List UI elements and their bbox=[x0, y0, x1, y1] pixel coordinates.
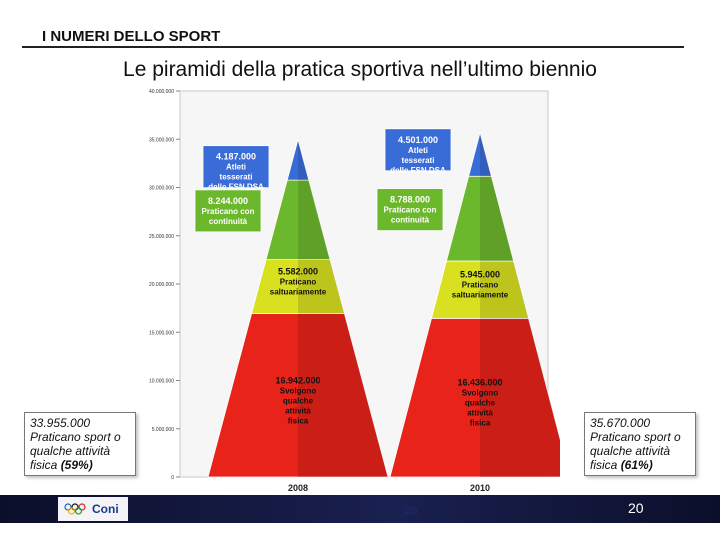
y-tick-label: 25.000.000 bbox=[149, 234, 174, 240]
layer-label-2008-svolgono-qualche-attivit-fisica: fisica bbox=[288, 416, 309, 425]
page-number: 20 bbox=[628, 500, 644, 516]
total-value-2008: 33.955.000 bbox=[30, 416, 91, 430]
layer-label-2008-praticano-saltuariamente: saltuariamente bbox=[270, 288, 327, 297]
pyramid-2010-praticano-con-continuit-shade bbox=[480, 176, 514, 262]
logo-text: Coni bbox=[92, 502, 119, 516]
total-callout-2008: 33.955.000 Praticano sport o qualche att… bbox=[24, 412, 136, 476]
pyramid-chart: 0 5.000.000 10.000.000 15.000.000 20.000.000… bbox=[149, 89, 560, 493]
layer-label-2008-praticano-saltuariamente: Praticano bbox=[280, 278, 317, 287]
y-tick-label: 10.000.000 bbox=[149, 379, 174, 385]
value-label-2010-praticano-con-continuit: 8.788.000 bbox=[390, 195, 430, 205]
y-tick-label: 30.000.000 bbox=[149, 186, 174, 192]
title-divider bbox=[22, 46, 684, 48]
layer-label-2008-svolgono-qualche-attivit-fisica: Svolgono bbox=[280, 386, 317, 395]
total-text-2010: Praticano sport o qualche attività fisic… bbox=[590, 430, 681, 472]
layer-label-2010-svolgono-qualche-attivit-fisica: attività bbox=[467, 409, 493, 418]
total-pct-2010: (61%) bbox=[620, 458, 653, 472]
page-title: Le piramidi della pratica sportiva nell’… bbox=[123, 58, 597, 81]
layer-label-2010-atleti-tesserati-delle-fsn-dsa: delle FSN DSA bbox=[390, 166, 446, 175]
total-callout-2010: 35.670.000 Praticano sport o qualche att… bbox=[584, 412, 696, 476]
y-tick-label: 5.000.000 bbox=[152, 427, 174, 433]
pyramid-2008-praticano-con-continuit-shade bbox=[298, 180, 331, 260]
layer-label-2010-atleti-tesserati-delle-fsn-dsa: Atleti bbox=[408, 146, 428, 155]
value-label-2008-praticano-con-continuit: 8.244.000 bbox=[208, 196, 248, 206]
y-tick-label: 40.000.000 bbox=[149, 89, 174, 95]
page-number-shadow: 20 bbox=[405, 505, 418, 517]
layer-label-2010-svolgono-qualche-attivit-fisica: qualche bbox=[465, 399, 496, 408]
x-tick-label-2008: 2008 bbox=[288, 483, 308, 493]
total-value-2010: 35.670.000 bbox=[590, 416, 651, 430]
pyramid-2008-praticano-saltuariamente-shade bbox=[298, 259, 345, 314]
total-pct-2008: (59%) bbox=[60, 458, 93, 472]
pyramid-2010-atleti-tesserati-delle-fsn-dsa bbox=[468, 131, 492, 177]
value-label-2010-praticano-saltuariamente: 5.945.000 bbox=[460, 270, 500, 280]
layer-label-2010-svolgono-qualche-attivit-fisica: Svolgono bbox=[462, 389, 499, 398]
value-label-2008-atleti-tesserati-delle-fsn-dsa: 4.187.000 bbox=[216, 152, 256, 162]
pyramid-2010-praticano-saltuariamente-shade bbox=[480, 261, 529, 319]
total-text-2008: Praticano sport o qualche attività fisic… bbox=[30, 430, 121, 472]
pyramid-2010-atleti-tesserati-delle-fsn-dsa-shade bbox=[480, 132, 492, 177]
layer-label-2010-praticano-con-continuit: continuità bbox=[391, 216, 430, 225]
pyramid-2008-svolgono-qualche-attivit-fisica-shade bbox=[298, 313, 388, 477]
y-tick-label: 20.000.000 bbox=[149, 282, 174, 288]
label-box-2008-atleti-tesserati-delle-fsn-dsa bbox=[202, 145, 270, 189]
layer-label-2008-atleti-tesserati-delle-fsn-dsa: Atleti bbox=[226, 163, 246, 172]
layer-label-2008-atleti-tesserati-delle-fsn-dsa: delle FSN DSA bbox=[208, 183, 264, 192]
value-label-2010-svolgono-qualche-attivit-fisica: 16.436.000 bbox=[457, 378, 502, 388]
y-tick-label: 35.000.000 bbox=[149, 137, 174, 143]
value-label-2008-svolgono-qualche-attivit-fisica: 16.942.000 bbox=[275, 375, 320, 385]
y-tick-label: 0 bbox=[171, 475, 174, 481]
layer-label-2010-praticano-saltuariamente: Praticano bbox=[462, 281, 499, 290]
x-tick-label-2010: 2010 bbox=[470, 483, 490, 493]
layer-label-2008-svolgono-qualche-attivit-fisica: qualche bbox=[283, 396, 314, 405]
pyramid-2010-svolgono-qualche-attivit-fisica-shade bbox=[480, 318, 560, 477]
olympic-rings-icon bbox=[64, 503, 86, 515]
value-label-2008-praticano-saltuariamente: 5.582.000 bbox=[278, 267, 318, 277]
pyramid-2008-atleti-tesserati-delle-fsn-dsa-shade bbox=[298, 139, 309, 181]
layer-label-2008-praticano-con-continuit: Praticano con bbox=[202, 207, 255, 216]
layer-label-2010-praticano-con-continuit: Praticano con bbox=[384, 206, 437, 215]
y-tick-label: 15.000.000 bbox=[149, 330, 174, 336]
layer-label-2008-atleti-tesserati-delle-fsn-dsa: tesserati bbox=[220, 173, 253, 182]
label-box-2010-atleti-tesserati-delle-fsn-dsa bbox=[384, 128, 452, 172]
label-box-2010-praticano-con-continuit bbox=[376, 188, 444, 232]
layer-label-2008-praticano-con-continuit: continuità bbox=[209, 217, 248, 226]
pyramid-2008-atleti-tesserati-delle-fsn-dsa bbox=[286, 138, 310, 181]
layer-label-2010-svolgono-qualche-attivit-fisica: fisica bbox=[470, 419, 491, 428]
label-box-2008-praticano-con-continuit bbox=[194, 189, 262, 233]
section-title: I NUMERI DELLO SPORT bbox=[42, 28, 221, 45]
layer-label-2010-praticano-saltuariamente: saltuariamente bbox=[452, 291, 509, 300]
value-label-2010-atleti-tesserati-delle-fsn-dsa: 4.501.000 bbox=[398, 135, 438, 145]
layer-label-2010-atleti-tesserati-delle-fsn-dsa: tesserati bbox=[402, 156, 435, 165]
coni-logo: Coni bbox=[58, 497, 128, 521]
layer-label-2008-svolgono-qualche-attivit-fisica: attività bbox=[285, 406, 311, 415]
